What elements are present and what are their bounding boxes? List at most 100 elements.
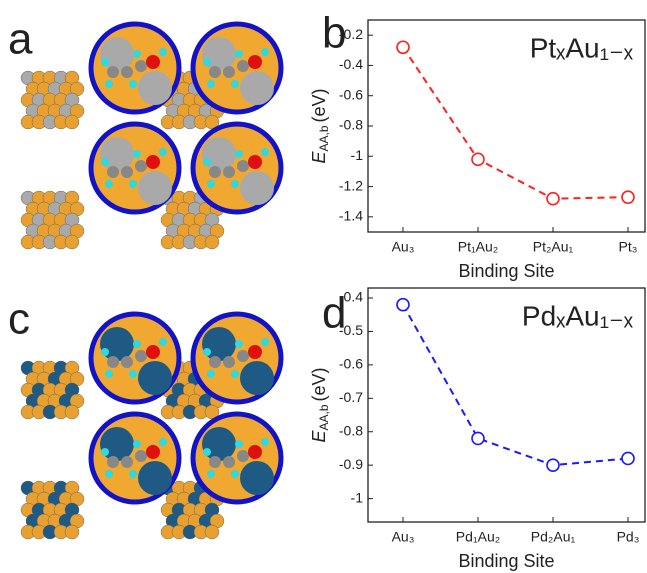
atom <box>146 55 160 69</box>
annotation: PtₓAu₁₋ₓ <box>530 32 634 63</box>
atom <box>129 470 137 478</box>
x-axis-title: Binding Site <box>458 551 554 571</box>
atom <box>159 438 167 446</box>
atom <box>159 338 167 346</box>
atom <box>107 66 119 78</box>
atom <box>235 440 243 448</box>
atom <box>101 158 109 166</box>
atom <box>203 448 211 456</box>
y-tick-label: -0.8 <box>339 117 363 133</box>
data-point <box>547 459 559 471</box>
atom <box>105 180 113 188</box>
atom <box>207 180 215 188</box>
data-point <box>472 432 484 444</box>
atom <box>248 345 262 359</box>
atom <box>248 55 262 69</box>
atom <box>240 361 274 395</box>
x-tick-label: Pd₃ <box>617 529 640 545</box>
x-tick-label: Pd₂Au₁ <box>531 529 576 545</box>
atom <box>129 370 137 378</box>
atom <box>107 456 119 468</box>
atom <box>146 445 160 459</box>
atom <box>121 166 133 178</box>
x-tick-label: Au₃ <box>392 529 415 545</box>
atom <box>146 155 160 169</box>
atom <box>203 58 211 66</box>
panel-label: c <box>8 295 30 344</box>
x-tick-label: Pd₁Au₂ <box>456 529 500 545</box>
atom <box>101 58 109 66</box>
atom <box>65 115 79 129</box>
atom <box>121 456 133 468</box>
atom <box>101 448 109 456</box>
atom <box>235 340 243 348</box>
atom <box>121 66 133 78</box>
atom <box>107 166 119 178</box>
y-tick-label: -0.2 <box>339 26 363 42</box>
atom <box>209 456 221 468</box>
atom <box>101 348 109 356</box>
y-axis-unit: (eV) <box>309 88 329 122</box>
atom <box>235 50 243 58</box>
atom <box>65 525 79 539</box>
atom <box>209 166 221 178</box>
data-point <box>397 41 409 53</box>
atom <box>105 80 113 88</box>
y-tick-label: -1.2 <box>339 177 363 193</box>
atom <box>203 348 211 356</box>
atom <box>146 345 160 359</box>
atom <box>223 456 235 468</box>
atom <box>105 370 113 378</box>
atom <box>129 80 137 88</box>
x-tick-label: Au₃ <box>392 239 415 255</box>
atom <box>261 438 269 446</box>
data-point <box>622 452 634 464</box>
y-tick-label: -0.6 <box>339 356 363 372</box>
atom <box>138 461 172 495</box>
atom <box>223 66 235 78</box>
atom <box>237 450 249 462</box>
atom <box>223 356 235 368</box>
atom <box>240 71 274 105</box>
atom <box>240 171 274 205</box>
atom <box>223 166 235 178</box>
x-tick-label: Pt₁Au₂ <box>458 239 499 255</box>
y-axis-title: EAA,b(eV) <box>309 367 331 442</box>
atom <box>138 71 172 105</box>
y-tick-label: -1.4 <box>339 208 363 224</box>
y-axis-subscript: AA,b <box>317 404 331 430</box>
y-tick-label: -0.8 <box>339 422 363 438</box>
atom <box>248 445 262 459</box>
y-tick-label: -0.4 <box>339 56 363 72</box>
data-line <box>403 47 628 198</box>
y-tick-label: -0.4 <box>339 289 363 305</box>
y-tick-label: -1 <box>351 147 364 163</box>
atom <box>107 356 119 368</box>
x-axis-title: Binding Site <box>458 261 554 281</box>
data-point <box>547 193 559 205</box>
atom <box>235 150 243 158</box>
atom <box>135 160 147 172</box>
atom <box>237 60 249 72</box>
atom <box>129 180 137 188</box>
atom <box>207 470 215 478</box>
atom <box>237 160 249 172</box>
atom <box>159 148 167 156</box>
atom <box>231 470 239 478</box>
atom <box>133 50 141 58</box>
y-tick-label: -0.6 <box>339 86 363 102</box>
figure: a b c d -0.2-0.4-0.6-0.8-1-1.2-1.4Au₃Pt₁… <box>0 0 647 573</box>
y-tick-label: -1 <box>351 489 364 505</box>
atom <box>135 60 147 72</box>
atom <box>237 350 249 362</box>
atom <box>209 356 221 368</box>
panel-label: a <box>8 15 33 64</box>
y-axis-unit: (eV) <box>309 367 329 401</box>
atom <box>65 405 79 419</box>
molecule-images <box>21 24 281 539</box>
atom <box>135 350 147 362</box>
y-axis-subscript: AA,b <box>317 125 331 151</box>
atom <box>133 340 141 348</box>
atom <box>133 150 141 158</box>
atom <box>231 180 239 188</box>
